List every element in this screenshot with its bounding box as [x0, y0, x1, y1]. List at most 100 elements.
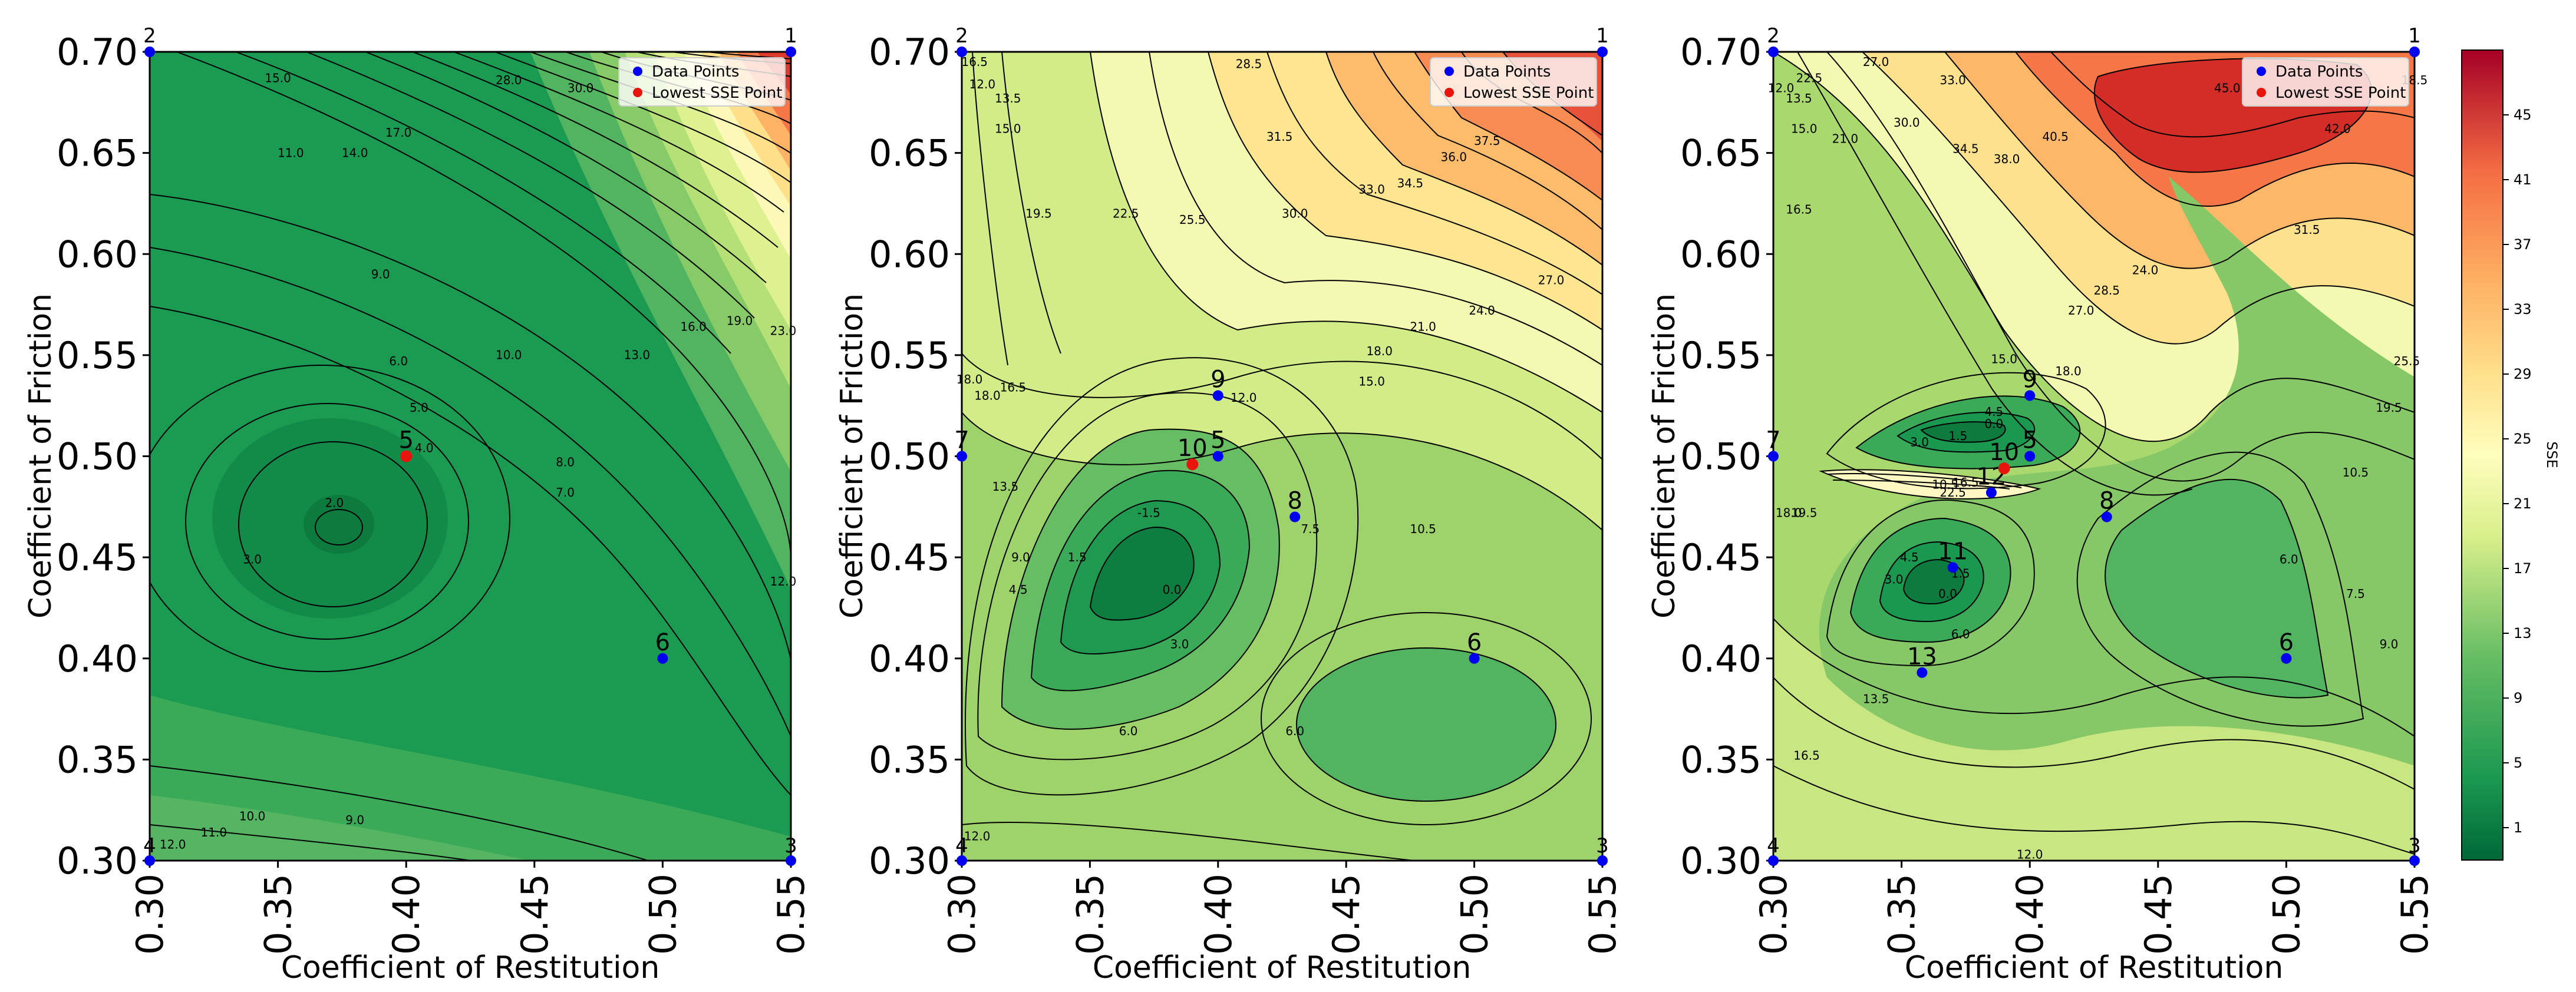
lowest-sse-label-3: 10 [1989, 439, 2019, 466]
legend-marker-data-3 [2257, 67, 2266, 76]
contour-label-3-9: 10.5 [1932, 477, 1958, 491]
legend-marker-data-2 [1444, 67, 1454, 76]
colorbar-ticks: 1 5 9 13 17 21 25 29 33 37 41 45 [2503, 107, 2532, 836]
contour-label-3-26: 27.0 [2068, 303, 2095, 318]
contour-label-1-4: 6.0 [389, 354, 408, 368]
lowest-sse-label-2: 10 [1177, 435, 1208, 462]
contour-label-3-31: 40.5 [2042, 130, 2069, 144]
data-point-label-3-7: 7 [1766, 427, 1780, 454]
colorbar-tick-label-4: 17 [2514, 560, 2532, 577]
y-axis-title-1: Coefficient of Friction [23, 293, 58, 619]
data-point-2-4 [956, 855, 967, 866]
data-point-1-6 [657, 653, 668, 664]
legend-box-2 [1430, 57, 1597, 107]
x-axis-title-3: Coefficient of Restitution [1905, 950, 2284, 986]
contour-label-1-16: 17.0 [385, 125, 412, 140]
y-axis-title-2: Coefficient of Friction [835, 293, 870, 619]
contour-label-2-32: 16.5 [961, 55, 988, 69]
contour-label-1-9: 11.0 [278, 146, 304, 160]
x-axis-title-1: Coefficient of Restitution [281, 950, 660, 986]
y-tick-label-1-1: 0.35 [57, 738, 138, 781]
contour-label-3-11: 16.5 [1952, 475, 1979, 490]
y-tick-label-3-4: 0.50 [1680, 435, 1762, 478]
contour-label-2-10: 12.0 [1231, 391, 1257, 405]
contour-label-3-21: 6.0 [2280, 552, 2298, 566]
contour-label-2-16: 21.0 [1410, 320, 1436, 334]
contour-label-2-25: 36.0 [1441, 150, 1467, 164]
data-point-label-1-6: 6 [655, 629, 670, 656]
contour-label-3-7: 3.0 [1885, 573, 1904, 587]
contour-label-3-32: 33.0 [1940, 73, 1966, 87]
contour-lines-3 [1773, 52, 2415, 855]
x-tick-label-3-4: 0.50 [2265, 874, 2308, 955]
contour-label-2-28: 28.5 [1236, 57, 1262, 71]
contour-label-2-23: 33.0 [1358, 182, 1385, 196]
colorbar-tick-label-3: 13 [2514, 625, 2532, 642]
contour-label-2-24: 34.5 [1397, 176, 1424, 190]
x-tick-label-2-5: 0.55 [1581, 874, 1624, 955]
contour-label-3-42: 31.5 [2294, 223, 2320, 237]
contour-lines-2 [962, 52, 1602, 861]
contour-label-3-25: 28.5 [2093, 283, 2120, 297]
contour-label-2-20: 22.5 [1113, 206, 1139, 220]
contour-label-3-14: 19.5 [1791, 505, 1818, 520]
contour-label-3-28: 30.0 [1894, 115, 1920, 130]
contour-label-2-21: 25.5 [1179, 213, 1206, 227]
contour-fill-3 [1773, 52, 2415, 861]
colorbar-tick-label-11: 45 [2514, 107, 2532, 123]
contour-label-3-3: 0.0 [1984, 416, 2003, 431]
lowest-sse-point-1 [400, 450, 413, 462]
y-tick-label-1-6: 0.60 [57, 233, 138, 276]
y-tick-label-2-1: 0.35 [869, 738, 950, 781]
legend-box-1 [618, 57, 786, 107]
ticks-layer: 0.30 0.35 0.40 0.45 0.50 0.55 0.60 0.65 0.70 0.30… [57, 31, 2436, 955]
x-tick-label-3-2: 0.40 [2008, 874, 2051, 955]
data-point-3-13 [1917, 667, 1928, 678]
colorbar-tick-label-0: 1 [2514, 819, 2522, 836]
legend-box-3 [2242, 57, 2409, 107]
y-tick-label-1-5: 0.55 [57, 334, 138, 377]
contour-label-1-23: 9.0 [345, 813, 364, 827]
contour-label-3-0: 1.5 [1948, 429, 1967, 443]
contour-label-2-18: 27.0 [1538, 273, 1565, 287]
data-point-label-3-13: 13 [1907, 643, 1937, 670]
x-tick-label-3-5: 0.55 [2393, 874, 2436, 955]
data-point-3-5 [2024, 451, 2036, 462]
contour-label-1-13: 23.0 [770, 324, 797, 338]
colorbar-tick-label-7: 29 [2514, 366, 2532, 382]
y-tick-label-1-4: 0.50 [57, 435, 138, 478]
contour-label-1-0: 2.0 [325, 495, 344, 510]
lowest-sse-label-1: 5 [398, 427, 413, 454]
contour-label-3-22: 10.5 [2343, 465, 2369, 480]
contour-label-1-19: 30.0 [568, 81, 594, 95]
contour-label-2-26: 37.5 [1474, 134, 1500, 148]
x-tick-label-2-3: 0.45 [1325, 874, 1368, 955]
y-tick-label-3-0: 0.30 [1680, 839, 1762, 882]
x-tick-label-1-0: 0.30 [128, 874, 171, 955]
colorbar-tick-label-5: 21 [2514, 495, 2532, 512]
data-point-3-2 [1768, 47, 1779, 57]
contour-label-3-17: 16.5 [1793, 748, 1820, 762]
contour-label-2-22: 30.0 [1282, 206, 1308, 220]
legend-label-data-2: Data Points [1463, 63, 1551, 81]
x-tick-label-1-4: 0.50 [641, 874, 684, 955]
y-tick-label-3-8: 0.70 [1680, 31, 1762, 74]
data-point-1-2 [144, 47, 155, 57]
contour-label-3-39: 12.0 [1768, 81, 1795, 95]
contour-label-3-34: 22.5 [1796, 71, 1823, 85]
x-tick-label-1-3: 0.45 [513, 874, 556, 955]
data-point-1-1 [786, 47, 796, 57]
contour-label-2-0: -1.5 [1137, 505, 1160, 520]
y-tick-label-2-6: 0.60 [869, 233, 950, 276]
contour-label-1-11: 16.0 [680, 320, 707, 334]
contour-label-3-8: 6.0 [1951, 627, 1970, 641]
legend-label-data-1: Data Points [652, 63, 739, 81]
legend-label-lowest-3: Lowest SSE Point [2275, 84, 2406, 102]
data-point-2-8 [1289, 511, 1301, 523]
data-point-label-2-7: 7 [954, 427, 969, 454]
data-point-2-9 [1212, 390, 1223, 401]
y-tick-label-2-3: 0.45 [869, 536, 950, 579]
colorbar-tick-label-10: 41 [2514, 171, 2532, 188]
contour-panel-1 [150, 52, 791, 861]
